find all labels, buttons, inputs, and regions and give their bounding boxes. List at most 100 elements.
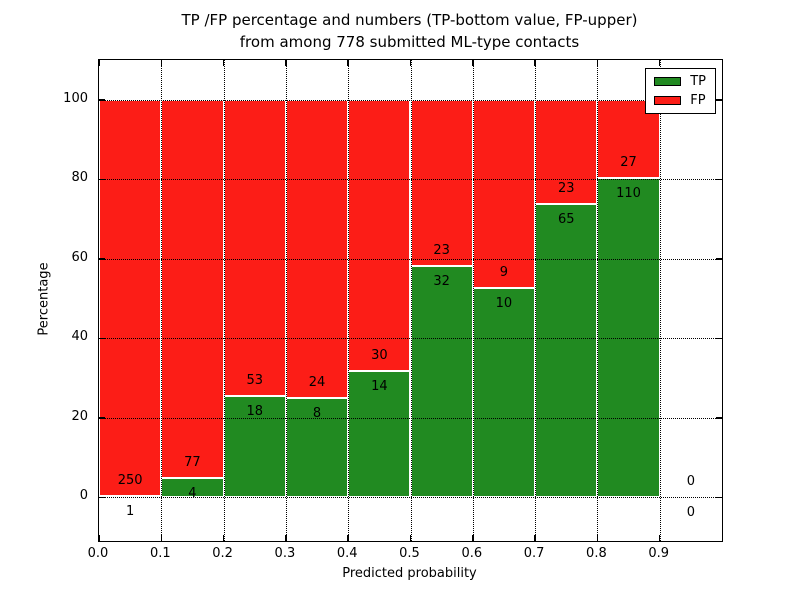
fp-bar [472,99,536,289]
x-tick-bottom [658,535,661,541]
chart-title-line1: TP /FP percentage and numbers (TP-bottom… [181,11,638,29]
x-tick-label: 0.6 [461,546,483,561]
gridline-x-0.5 [410,60,412,541]
tp-count-label: 32 [433,273,450,289]
gridline-x-0.2 [223,60,225,541]
fp-bar [285,99,349,398]
x-tick-bottom [347,535,349,541]
x-tick-label: 0.1 [149,546,171,561]
fp-count-label: 23 [557,180,575,196]
y-tick-right [716,258,722,260]
x-tick-bottom [285,535,287,541]
x-tick-bottom [98,535,100,541]
x-tick-top [347,60,349,66]
fp-count-label: 9 [499,265,509,281]
tp-count-label: 1 [126,503,135,519]
y-tick-label: 80 [71,170,88,186]
y-tick-left [99,496,105,499]
x-tick-top [160,60,163,66]
y-tick-label: 60 [71,249,88,265]
x-tick-top [596,60,599,66]
tp-bar [597,178,660,498]
y-tick-left [99,337,105,339]
tp-count-label: 10 [495,296,513,312]
tp-count-label: 14 [371,378,388,394]
y-tick-left [99,178,105,180]
tp-count-label: 110 [616,186,641,202]
tp-count-label: 65 [557,211,575,227]
gridline-x-0.4 [348,60,350,541]
x-tick-top [472,60,474,66]
fp-count-label: 0 [686,474,695,490]
tp-count-label: 8 [312,405,322,421]
legend-label-fp: FP [690,93,706,108]
fp-bar [410,99,473,266]
y-axis-label: Percentage [36,262,52,336]
y-tick-label: 40 [71,329,88,345]
fp-count-label: 24 [308,374,326,390]
tp-bar [410,265,473,498]
legend: TP FP [645,68,716,114]
x-tick-top [222,60,225,66]
fp-count-label: 30 [371,347,388,363]
gridline-x-0.1 [161,60,163,541]
gridline-x-0.9 [659,60,661,541]
fp-bar [223,99,286,397]
y-tick-label: 20 [71,408,88,424]
tp-count-label: 18 [246,404,264,420]
x-tick-top [409,60,412,66]
gridline-x-0.7 [535,60,537,541]
x-tick-label: 0.7 [523,546,545,561]
x-tick-bottom [596,535,599,541]
y-tick-right [716,496,722,499]
chart-title-line2: from among 778 submitted ML-type contact… [239,33,580,51]
fp-bar [161,99,224,478]
x-tick-label: 0.9 [648,546,670,561]
y-tick-label: 0 [79,488,88,504]
x-tick-bottom [534,535,536,541]
tp-bar [285,397,349,498]
fp-count-label: 250 [117,472,143,488]
legend-label-tp: TP [690,74,706,89]
y-tick-left [99,99,105,101]
legend-item-fp: FP [654,94,706,107]
x-tick-bottom [160,535,163,541]
tp-bar [223,396,286,498]
y-tick-right [716,417,722,419]
x-axis-label: Predicted probability [342,566,477,581]
x-tick-bottom [222,535,225,541]
legend-item-tp: TP [654,75,706,88]
x-tick-top [534,60,536,66]
tp-count-label: 0 [686,505,695,521]
fp-count-label: 53 [246,373,264,389]
fp-bar [348,99,411,371]
tp-count-label: 4 [188,485,197,501]
x-tick-bottom [409,535,412,541]
tp-bar [472,288,536,498]
x-tick-label: 0.3 [274,546,296,561]
y-tick-left [99,258,105,260]
gridline-x-0.8 [597,60,599,541]
x-tick-top [285,60,287,66]
gridline-x-0.3 [285,60,287,541]
x-tick-label: 0.4 [336,546,358,561]
tp-bar [348,370,411,498]
plot-area: TP FP 250 1 77 4 53 18 24 8 30 14 23 32 9 10 23 65 27 110 0… [98,59,723,542]
y-tick-right [716,99,722,101]
x-tick-top [658,60,661,66]
x-tick-label: 0.2 [212,546,233,561]
x-tick-bottom [472,535,474,541]
y-tick-right [716,337,722,339]
y-tick-label: 100 [63,90,88,106]
x-tick-label: 0.5 [399,546,420,561]
x-tick-label: 0.8 [586,546,607,561]
legend-swatch-fp [654,96,682,105]
legend-swatch-tp [654,77,682,86]
y-tick-right [716,178,722,180]
y-tick-left [99,417,105,419]
fp-count-label: 77 [184,454,201,470]
x-tick-top [98,60,100,66]
fp-count-label: 27 [620,155,637,171]
chart-title: TP /FP percentage and numbers (TP-bottom… [98,9,721,53]
